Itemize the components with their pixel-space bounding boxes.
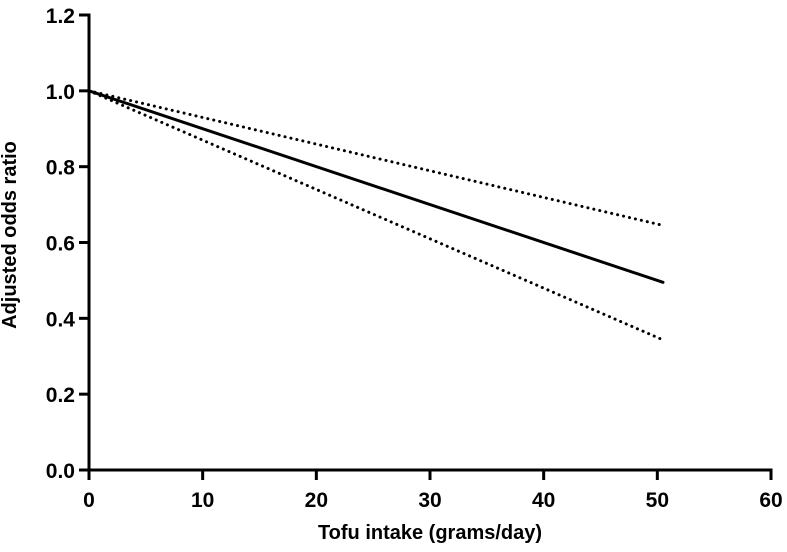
series-line-upper-bound [87, 89, 665, 227]
x-tick-label: 30 [418, 489, 441, 512]
labels-layer: Tofu intake (grams/day) Adjusted odds ra… [0, 141, 542, 544]
y-tick-label: 0.8 [46, 157, 76, 180]
x-tick-label: 50 [646, 489, 669, 512]
y-tick-label: 0.2 [46, 384, 75, 407]
x-tick-label: 0 [83, 489, 95, 512]
x-tick-label: 10 [191, 489, 214, 512]
x-tick-label: 60 [759, 489, 782, 512]
y-tick-label: 0.6 [46, 233, 75, 256]
series-layer [87, 89, 665, 342]
y-tick-label: 1.2 [46, 5, 75, 28]
series-line-lower-bound [87, 89, 665, 342]
x-tick-label: 40 [532, 489, 555, 512]
y-axis-title: Adjusted odds ratio [0, 141, 21, 329]
axes: 0 10 20 30 40 50 60 0.0 0.2 0.4 0.6 0.8 1.0 1.2 [46, 5, 783, 512]
y-tick-label: 0.4 [46, 308, 76, 331]
y-tick-label: 0.0 [46, 460, 75, 483]
series-line-estimate [87, 89, 665, 284]
y-tick-label: 1.0 [46, 81, 75, 104]
x-tick-label: 20 [305, 489, 328, 512]
x-axis-title: Tofu intake (grams/day) [318, 522, 542, 544]
